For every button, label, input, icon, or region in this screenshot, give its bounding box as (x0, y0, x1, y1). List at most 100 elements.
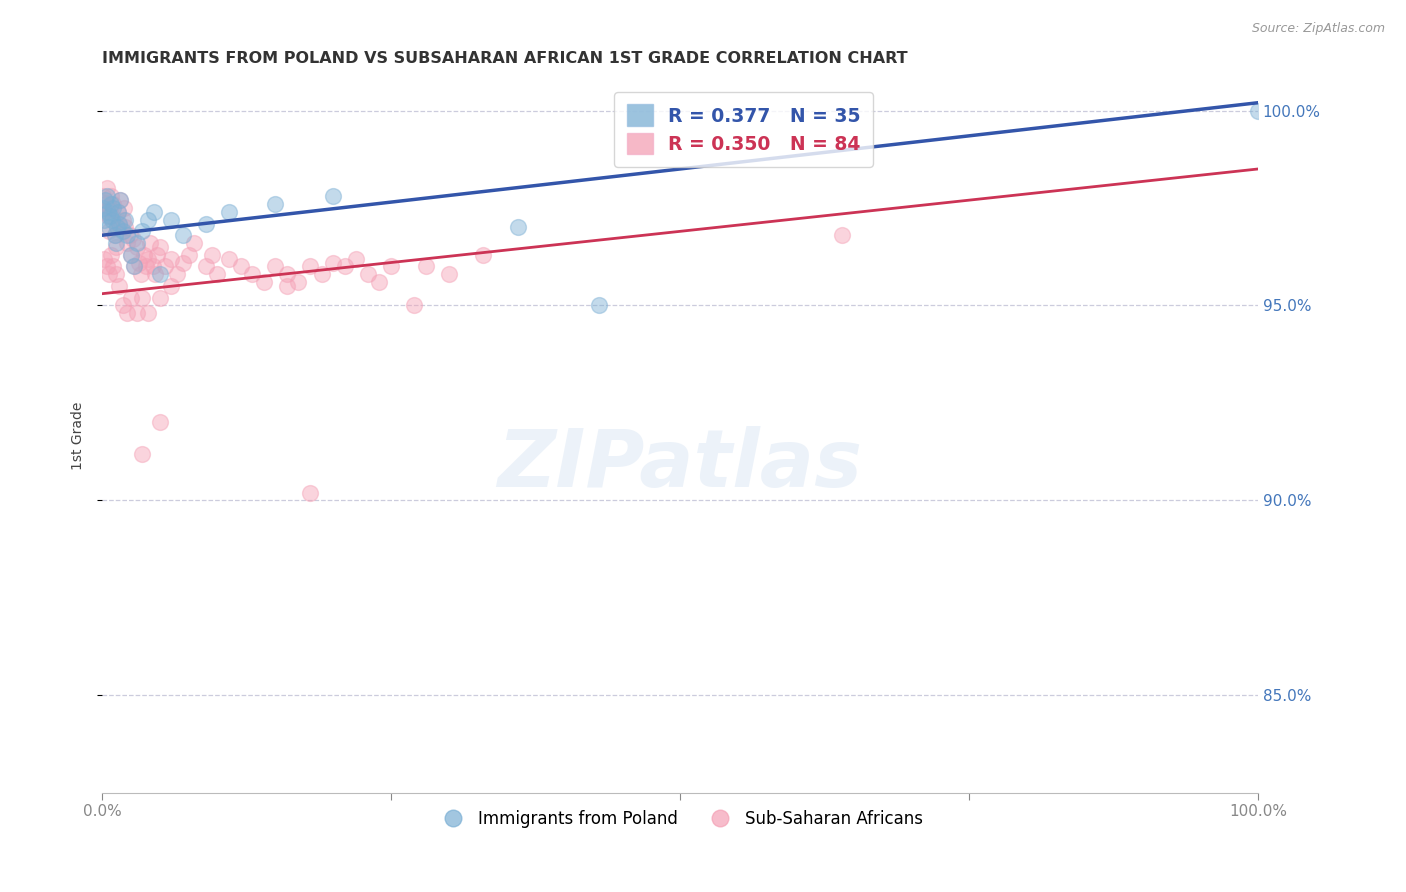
Point (149, 267, 172, 281)
Y-axis label: 1st Grade: 1st Grade (72, 401, 86, 470)
Point (142, 260, 165, 274)
Point (172, 255, 194, 269)
Text: IMMIGRANTS FROM POLAND VS SUBSAHARAN AFRICAN 1ST GRADE CORRELATION CHART: IMMIGRANTS FROM POLAND VS SUBSAHARAN AFR… (101, 51, 907, 66)
Point (117, 235, 139, 250)
Point (101, 212, 124, 227)
Point (122, 260, 145, 274)
Point (253, 275, 276, 289)
Point (160, 252, 183, 266)
Point (322, 255, 344, 269)
Point (276, 279, 298, 293)
Point (122, 232, 145, 246)
Point (183, 235, 205, 250)
Point (96, 181, 118, 195)
Point (104, 235, 127, 250)
Point (117, 228, 139, 243)
Point (94, 193, 117, 207)
Point (93, 205, 115, 219)
Point (1247, 103, 1270, 118)
Point (333, 260, 356, 274)
Point (264, 260, 287, 274)
Point (125, 240, 148, 254)
Point (97, 205, 120, 219)
Point (104, 228, 127, 243)
Point (194, 217, 217, 231)
Point (98, 209, 121, 223)
Point (344, 252, 367, 266)
Point (118, 228, 141, 243)
Point (146, 248, 169, 262)
Point (128, 255, 150, 269)
Point (135, 260, 157, 274)
Point (97, 209, 120, 223)
Legend: Immigrants from Poland, Sub-Saharan Africans: Immigrants from Poland, Sub-Saharan Afri… (430, 803, 929, 834)
Point (96, 189, 118, 203)
Point (103, 197, 125, 211)
Point (160, 279, 183, 293)
Point (298, 260, 321, 274)
Point (218, 252, 240, 266)
Point (103, 201, 125, 215)
Point (194, 260, 217, 274)
Point (229, 260, 252, 274)
Point (218, 205, 240, 219)
Point (110, 193, 132, 207)
Point (105, 220, 128, 235)
Point (98, 201, 121, 215)
Point (110, 193, 132, 207)
Point (107, 205, 129, 219)
Point (125, 306, 148, 320)
Point (311, 267, 333, 281)
Text: ZIPatlas: ZIPatlas (498, 425, 862, 503)
Point (91, 189, 114, 203)
Point (472, 248, 495, 262)
Point (264, 197, 287, 211)
Point (132, 248, 155, 262)
Point (112, 201, 135, 215)
Point (357, 267, 380, 281)
Point (104, 240, 127, 254)
Point (108, 279, 131, 293)
Point (201, 248, 224, 262)
Point (155, 260, 177, 274)
Point (111, 224, 134, 238)
Point (120, 248, 142, 262)
Point (114, 220, 136, 235)
Point (143, 267, 166, 281)
Point (831, 228, 853, 243)
Point (131, 291, 153, 305)
Point (97, 220, 120, 235)
Point (177, 248, 200, 262)
Point (93, 252, 115, 266)
Point (322, 189, 344, 203)
Point (97, 224, 120, 238)
Point (276, 267, 298, 281)
Point (100, 189, 122, 203)
Point (142, 205, 165, 219)
Point (108, 217, 131, 231)
Text: Source: ZipAtlas.com: Source: ZipAtlas.com (1251, 22, 1385, 36)
Point (97, 267, 120, 281)
Point (129, 267, 152, 281)
Point (94, 197, 117, 211)
Point (110, 224, 132, 238)
Point (120, 248, 142, 262)
Point (96, 260, 118, 274)
Point (166, 267, 188, 281)
Point (117, 306, 139, 320)
Point (136, 252, 159, 266)
Point (136, 306, 159, 320)
Point (93, 212, 115, 227)
Point (100, 248, 122, 262)
Point (149, 291, 172, 305)
Point (120, 291, 142, 305)
Point (368, 275, 391, 289)
Point (172, 228, 194, 243)
Point (149, 240, 172, 254)
Point (131, 446, 153, 460)
Point (105, 220, 128, 235)
Point (136, 212, 159, 227)
Point (207, 267, 229, 281)
Point (111, 212, 134, 227)
Point (506, 220, 529, 235)
